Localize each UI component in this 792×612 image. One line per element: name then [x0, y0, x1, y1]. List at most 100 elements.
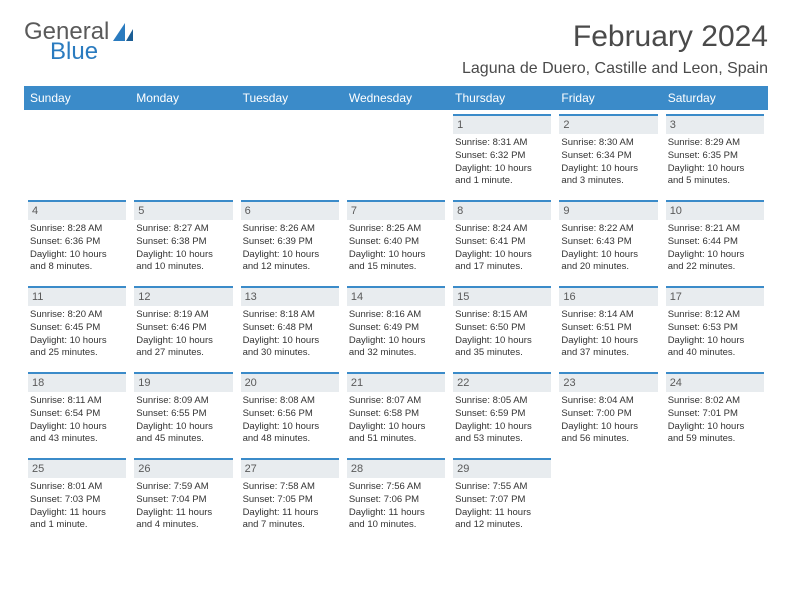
- logo-text-blue: Blue: [50, 40, 133, 64]
- day-details: Sunrise: 8:01 AMSunset: 7:03 PMDaylight:…: [28, 481, 126, 532]
- calendar-week: 18Sunrise: 8:11 AMSunset: 6:54 PMDayligh…: [24, 368, 768, 454]
- calendar-week: 1 Sunrise: 8:31 AMSunset: 6:32 PMDaylight…: [24, 110, 768, 196]
- calendar-cell: 10Sunrise: 8:21 AMSunset: 6:44 PMDayligh…: [662, 196, 768, 282]
- day-number: 8: [453, 200, 551, 220]
- calendar-cell: 24Sunrise: 8:02 AMSunset: 7:01 PMDayligh…: [662, 368, 768, 454]
- calendar-cell: 23Sunrise: 8:04 AMSunset: 7:00 PMDayligh…: [555, 368, 661, 454]
- sunrise-text: Sunrise: 8:05 AM: [455, 395, 549, 408]
- day-number: 21: [347, 372, 445, 392]
- sunset-text: Sunset: 6:54 PM: [30, 408, 124, 421]
- day-number: 28: [347, 458, 445, 478]
- sunrise-text: Sunrise: 7:59 AM: [136, 481, 230, 494]
- daylight-text: Daylight: 11 hours and 1 minute.: [30, 507, 124, 533]
- day-header: Saturday: [662, 86, 768, 110]
- day-details: Sunrise: 8:19 AMSunset: 6:46 PMDaylight:…: [134, 309, 232, 360]
- sunset-text: Sunset: 7:04 PM: [136, 494, 230, 507]
- sunrise-text: Sunrise: 7:55 AM: [455, 481, 549, 494]
- day-details: Sunrise: 8:08 AMSunset: 6:56 PMDaylight:…: [241, 395, 339, 446]
- daylight-text: Daylight: 10 hours and 3 minutes.: [561, 163, 655, 189]
- daylight-text: Daylight: 10 hours and 1 minute.: [455, 163, 549, 189]
- daylight-text: Daylight: 10 hours and 27 minutes.: [136, 335, 230, 361]
- calendar-cell: 11Sunrise: 8:20 AMSunset: 6:45 PMDayligh…: [24, 282, 130, 368]
- day-header: Tuesday: [237, 86, 343, 110]
- sunset-text: Sunset: 6:45 PM: [30, 322, 124, 335]
- day-header: Thursday: [449, 86, 555, 110]
- sunrise-text: Sunrise: 8:21 AM: [668, 223, 762, 236]
- day-number: 4: [28, 200, 126, 220]
- calendar-cell: [662, 454, 768, 540]
- calendar-cell: 15Sunrise: 8:15 AMSunset: 6:50 PMDayligh…: [449, 282, 555, 368]
- sunrise-text: Sunrise: 8:19 AM: [136, 309, 230, 322]
- calendar-cell: 6 Sunrise: 8:26 AMSunset: 6:39 PMDaylight…: [237, 196, 343, 282]
- day-details: Sunrise: 7:59 AMSunset: 7:04 PMDaylight:…: [134, 481, 232, 532]
- calendar-cell: 16Sunrise: 8:14 AMSunset: 6:51 PMDayligh…: [555, 282, 661, 368]
- sunset-text: Sunset: 6:58 PM: [349, 408, 443, 421]
- calendar-cell: [343, 110, 449, 196]
- sail-icon: [113, 23, 133, 41]
- sunrise-text: Sunrise: 8:08 AM: [243, 395, 337, 408]
- sunset-text: Sunset: 6:48 PM: [243, 322, 337, 335]
- logo: General Blue: [24, 20, 133, 64]
- calendar-week: 4Sunrise: 8:28 AMSunset: 6:36 PMDaylight…: [24, 196, 768, 282]
- sunset-text: Sunset: 7:00 PM: [561, 408, 655, 421]
- day-details: Sunrise: 7:56 AMSunset: 7:06 PMDaylight:…: [347, 481, 445, 532]
- calendar-week: 25 Sunrise: 8:01 AMSunset: 7:03 PMDayligh…: [24, 454, 768, 540]
- daylight-text: Daylight: 11 hours and 10 minutes.: [349, 507, 443, 533]
- calendar-cell: 3Sunrise: 8:29 AMSunset: 6:35 PMDaylight…: [662, 110, 768, 196]
- calendar-cell: [237, 110, 343, 196]
- sunset-text: Sunset: 6:49 PM: [349, 322, 443, 335]
- day-number: 22: [453, 372, 551, 392]
- sunrise-text: Sunrise: 8:15 AM: [455, 309, 549, 322]
- day-details: Sunrise: 8:04 AMSunset: 7:00 PMDaylight:…: [559, 395, 657, 446]
- day-details: Sunrise: 8:16 AMSunset: 6:49 PMDaylight:…: [347, 309, 445, 360]
- calendar-cell: 18Sunrise: 8:11 AMSunset: 6:54 PMDayligh…: [24, 368, 130, 454]
- calendar-cell: 14Sunrise: 8:16 AMSunset: 6:49 PMDayligh…: [343, 282, 449, 368]
- calendar-cell: 2Sunrise: 8:30 AMSunset: 6:34 PMDaylight…: [555, 110, 661, 196]
- sunrise-text: Sunrise: 8:04 AM: [561, 395, 655, 408]
- day-header: Friday: [555, 86, 661, 110]
- calendar-cell: 21Sunrise: 8:07 AMSunset: 6:58 PMDayligh…: [343, 368, 449, 454]
- day-number: 25: [28, 458, 126, 478]
- daylight-text: Daylight: 11 hours and 7 minutes.: [243, 507, 337, 533]
- sunset-text: Sunset: 6:41 PM: [455, 236, 549, 249]
- day-details: Sunrise: 8:30 AMSunset: 6:34 PMDaylight:…: [559, 137, 657, 188]
- calendar-cell: 22 Sunrise: 8:05 AMSunset: 6:59 PMDayligh…: [449, 368, 555, 454]
- sunset-text: Sunset: 6:44 PM: [668, 236, 762, 249]
- calendar-cell: 29Sunrise: 7:55 AMSunset: 7:07 PMDayligh…: [449, 454, 555, 540]
- daylight-text: Daylight: 10 hours and 25 minutes.: [30, 335, 124, 361]
- day-details: Sunrise: 8:02 AMSunset: 7:01 PMDaylight:…: [666, 395, 764, 446]
- day-number: 3: [666, 114, 764, 134]
- calendar-cell: [24, 110, 130, 196]
- daylight-text: Daylight: 10 hours and 12 minutes.: [243, 249, 337, 275]
- calendar-cell: 26Sunrise: 7:59 AMSunset: 7:04 PMDayligh…: [130, 454, 236, 540]
- day-details: Sunrise: 8:31 AMSunset: 6:32 PMDaylight:…: [453, 137, 551, 188]
- calendar-cell: 12Sunrise: 8:19 AMSunset: 6:46 PMDayligh…: [130, 282, 236, 368]
- sunrise-text: Sunrise: 8:20 AM: [30, 309, 124, 322]
- daylight-text: Daylight: 10 hours and 53 minutes.: [455, 421, 549, 447]
- sunset-text: Sunset: 6:34 PM: [561, 150, 655, 163]
- daylight-text: Daylight: 11 hours and 12 minutes.: [455, 507, 549, 533]
- day-number: 6: [241, 200, 339, 220]
- sunrise-text: Sunrise: 8:26 AM: [243, 223, 337, 236]
- day-details: Sunrise: 8:18 AMSunset: 6:48 PMDaylight:…: [241, 309, 339, 360]
- calendar-cell: 19Sunrise: 8:09 AMSunset: 6:55 PMDayligh…: [130, 368, 236, 454]
- daylight-text: Daylight: 10 hours and 30 minutes.: [243, 335, 337, 361]
- sunrise-text: Sunrise: 8:24 AM: [455, 223, 549, 236]
- daylight-text: Daylight: 10 hours and 35 minutes.: [455, 335, 549, 361]
- calendar-cell: 17Sunrise: 8:12 AMSunset: 6:53 PMDayligh…: [662, 282, 768, 368]
- day-number: 7: [347, 200, 445, 220]
- sunrise-text: Sunrise: 8:14 AM: [561, 309, 655, 322]
- calendar-cell: 27Sunrise: 7:58 AMSunset: 7:05 PMDayligh…: [237, 454, 343, 540]
- day-details: Sunrise: 8:05 AMSunset: 6:59 PMDaylight:…: [453, 395, 551, 446]
- day-number: 1: [453, 114, 551, 134]
- daylight-text: Daylight: 11 hours and 4 minutes.: [136, 507, 230, 533]
- sunset-text: Sunset: 7:07 PM: [455, 494, 549, 507]
- day-number: 15: [453, 286, 551, 306]
- day-details: Sunrise: 8:20 AMSunset: 6:45 PMDaylight:…: [28, 309, 126, 360]
- daylight-text: Daylight: 10 hours and 45 minutes.: [136, 421, 230, 447]
- daylight-text: Daylight: 10 hours and 17 minutes.: [455, 249, 549, 275]
- calendar-cell: 8 Sunrise: 8:24 AMSunset: 6:41 PMDaylight…: [449, 196, 555, 282]
- sunset-text: Sunset: 7:01 PM: [668, 408, 762, 421]
- day-details: Sunrise: 8:26 AMSunset: 6:39 PMDaylight:…: [241, 223, 339, 274]
- sunset-text: Sunset: 6:59 PM: [455, 408, 549, 421]
